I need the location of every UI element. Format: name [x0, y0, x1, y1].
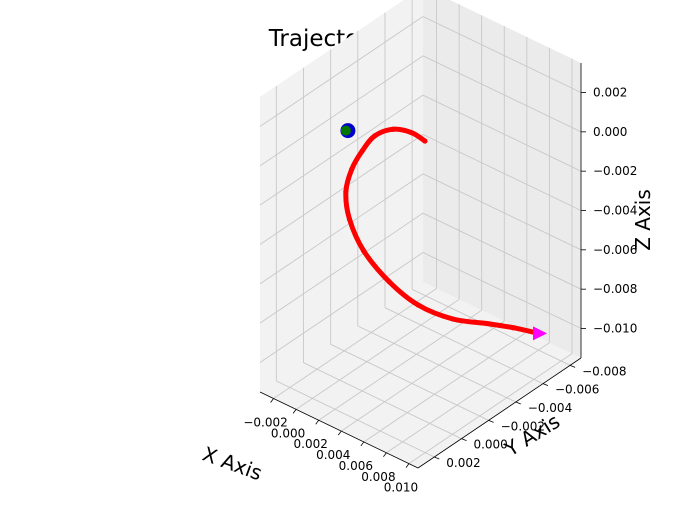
- x-tick-label: 0.010: [384, 481, 418, 495]
- z-tick-label: −0.010: [593, 322, 637, 336]
- x-axis-label: X Axis: [199, 442, 265, 486]
- z-gridline: [259, 134, 424, 245]
- left-wall-pane: [260, 0, 423, 392]
- y-tick-label: −0.002: [501, 419, 545, 433]
- trajectory-point: [415, 302, 421, 308]
- z-gridline: [259, 55, 424, 167]
- z-tick-label: −0.004: [593, 204, 637, 218]
- z-gridline: [422, 16, 582, 93]
- trajectory-point: [359, 148, 365, 154]
- z-gridline: [259, 16, 424, 127]
- y-axis-ticks: −0.008 −0.006 −0.004 −0.002 0.000 0.002: [434, 364, 627, 470]
- y-axis-label: Y Axis: [500, 409, 565, 462]
- x-tick-label: 0.000: [271, 426, 305, 440]
- y-gridline: [411, 288, 571, 366]
- x-gridline: [408, 353, 573, 465]
- trajectory-point: [422, 138, 428, 144]
- trajectory-point: [386, 278, 392, 285]
- z-gridline: [422, 94, 582, 172]
- y-tick-mark: [569, 364, 576, 368]
- y-gridline: [276, 380, 435, 458]
- y-tick-mark: [488, 419, 494, 423]
- y-tick-label: −0.004: [528, 401, 572, 415]
- x-tick-label: 0.002: [294, 437, 328, 451]
- trajectory-point: [372, 133, 378, 139]
- back-wall-pane: [423, 0, 581, 358]
- start-marker-green: [340, 125, 351, 136]
- trajectory-marks: [340, 123, 547, 341]
- y-tick-mark: [434, 456, 440, 460]
- y-gridline: [357, 325, 516, 403]
- floor-pane: [260, 282, 581, 468]
- trajectory-point: [510, 325, 516, 331]
- z-tick-label: −0.002: [593, 164, 637, 178]
- y-gridline: [384, 307, 544, 385]
- x-tick-mark: [360, 441, 365, 447]
- x-gridline: [318, 309, 482, 421]
- trajectory-point: [361, 248, 367, 254]
- x-gridline: [341, 320, 505, 432]
- x-gridline: [363, 331, 528, 443]
- x-tick-mark: [383, 452, 387, 458]
- x-tick-label: 0.006: [339, 459, 373, 473]
- z-tick-label: 0.000: [593, 125, 627, 139]
- trajectory-point: [349, 166, 355, 172]
- y-gridline: [303, 362, 462, 440]
- x-axis-line: [259, 391, 419, 469]
- y-tick-label: 0.000: [473, 438, 507, 452]
- z-gridline: [259, 173, 424, 285]
- y-tick-label: −0.008: [582, 364, 626, 378]
- z-tick-label: −0.006: [593, 243, 637, 257]
- trajectory-point: [408, 129, 414, 136]
- trajectory-point: [346, 216, 353, 222]
- trajectory-point: [343, 188, 349, 195]
- x-tick-mark: [315, 419, 320, 425]
- x-tick-label: 0.008: [361, 470, 395, 484]
- z-gridline: [259, 212, 424, 324]
- trajectory-point: [450, 316, 456, 322]
- x-tick-mark: [270, 398, 274, 403]
- x-gridline: [386, 342, 550, 454]
- axis-panes: [260, 0, 581, 468]
- x-tick-label: 0.004: [316, 448, 350, 462]
- x-tick-mark: [292, 409, 297, 414]
- x-tick-mark: [405, 463, 410, 468]
- grid-lines: [259, 0, 582, 465]
- z-gridline: [422, 252, 582, 329]
- y-tick-mark: [515, 401, 521, 405]
- y-tick-label: −0.006: [555, 383, 599, 397]
- x-tick-mark: [337, 430, 342, 436]
- y-tick-label: 0.002: [446, 456, 480, 470]
- x-gridline: [295, 298, 460, 410]
- z-tick-label: 0.002: [593, 86, 627, 100]
- y-tick-mark: [542, 383, 549, 387]
- trajectory-point: [484, 320, 490, 327]
- end-marker: [533, 326, 547, 341]
- z-gridline: [422, 173, 582, 251]
- trajectory-point: [390, 126, 396, 132]
- z-axis-label: Z Axis: [631, 189, 655, 251]
- z-gridline: [422, 55, 582, 133]
- z-gridline: [259, 252, 424, 363]
- z-gridline: [422, 134, 582, 211]
- y-axis-line: [417, 357, 582, 469]
- z-tick-label: −0.008: [593, 282, 637, 296]
- x-tick-label: −0.002: [243, 416, 287, 430]
- z-gridline: [422, 212, 582, 290]
- y-gridline: [330, 343, 489, 421]
- x-gridline: [273, 288, 437, 399]
- z-gridline: [259, 94, 424, 206]
- y-tick-mark: [461, 438, 467, 442]
- z-axis-ticks: −0.010 −0.008 −0.006 −0.004 −0.002 0.000 0.002: [581, 86, 637, 336]
